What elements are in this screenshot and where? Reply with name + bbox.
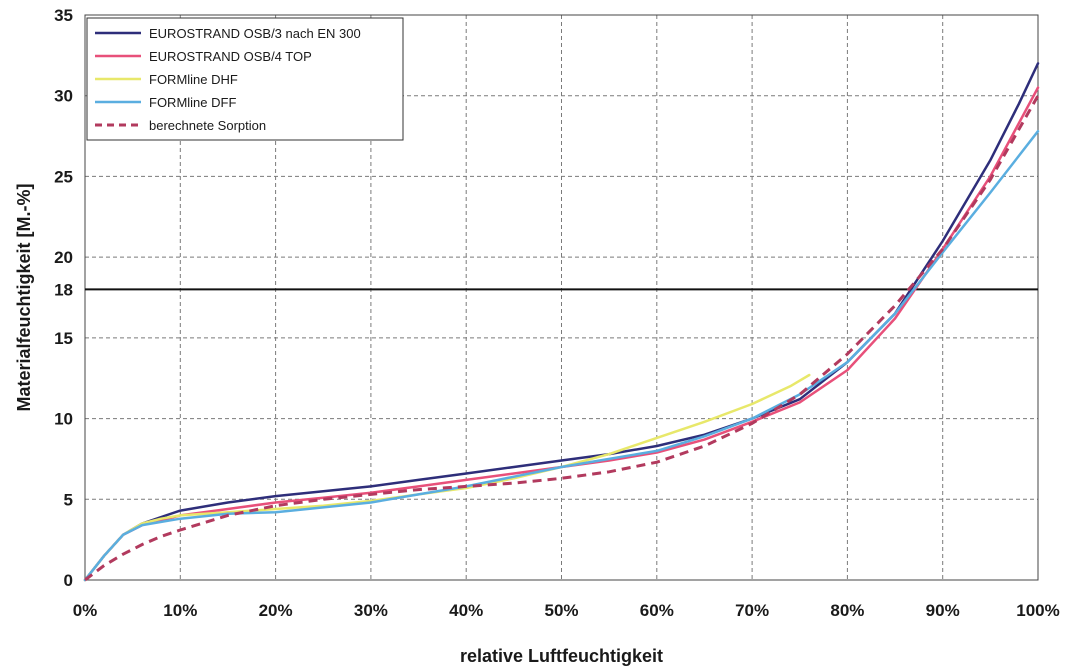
x-tick-label: 40% — [449, 601, 483, 620]
x-axis-title: relative Luftfeuchtigkeit — [460, 646, 663, 666]
series-layer — [83, 62, 1040, 582]
y-axis-ticks: 0 5 10 15 18 20 25 30 35 — [54, 6, 73, 590]
series-line-1 — [83, 62, 1040, 582]
legend-label: FORMline DHF — [149, 72, 238, 87]
legend-label: EUROSTRAND OSB/4 TOP — [149, 49, 312, 64]
y-axis-title: Materialfeuchtigkeit [M.-%] — [14, 183, 34, 411]
y-tick-label: 18 — [54, 280, 73, 299]
x-tick-label: 50% — [544, 601, 578, 620]
y-tick-label: 30 — [54, 87, 73, 106]
legend-label: berechnete Sorption — [149, 118, 266, 133]
x-tick-label: 90% — [926, 601, 960, 620]
y-tick-label: 25 — [54, 167, 73, 186]
y-tick-label: 20 — [54, 248, 73, 267]
series-line-5 — [84, 94, 1040, 582]
y-tick-label: 10 — [54, 410, 73, 429]
plot-area — [84, 14, 1039, 581]
x-tick-label: 10% — [163, 601, 197, 620]
x-tick-label: 100% — [1016, 601, 1059, 620]
y-tick-label: 5 — [64, 490, 73, 509]
legend-label: FORMline DFF — [149, 95, 236, 110]
legend: EUROSTRAND OSB/3 nach EN 300 EUROSTRAND O… — [86, 17, 404, 141]
series-line-2 — [83, 86, 1040, 582]
y-tick-label: 35 — [54, 6, 73, 25]
x-tick-label: 0% — [73, 601, 98, 620]
x-tick-label: 20% — [259, 601, 293, 620]
x-tick-label: 70% — [735, 601, 769, 620]
grid — [85, 15, 1038, 580]
x-tick-label: 60% — [640, 601, 674, 620]
x-tick-label: 80% — [830, 601, 864, 620]
y-tick-label: 0 — [64, 571, 73, 590]
legend-label: EUROSTRAND OSB/3 nach EN 300 — [149, 26, 361, 41]
x-tick-label: 30% — [354, 601, 388, 620]
series-line-3 — [83, 373, 811, 582]
y-tick-label: 15 — [54, 329, 73, 348]
series-line-4 — [83, 129, 1040, 582]
x-axis-ticks: 0% 10% 20% 30% 40% 50% 60% 70% 80% 90% 100% — [73, 601, 1060, 620]
